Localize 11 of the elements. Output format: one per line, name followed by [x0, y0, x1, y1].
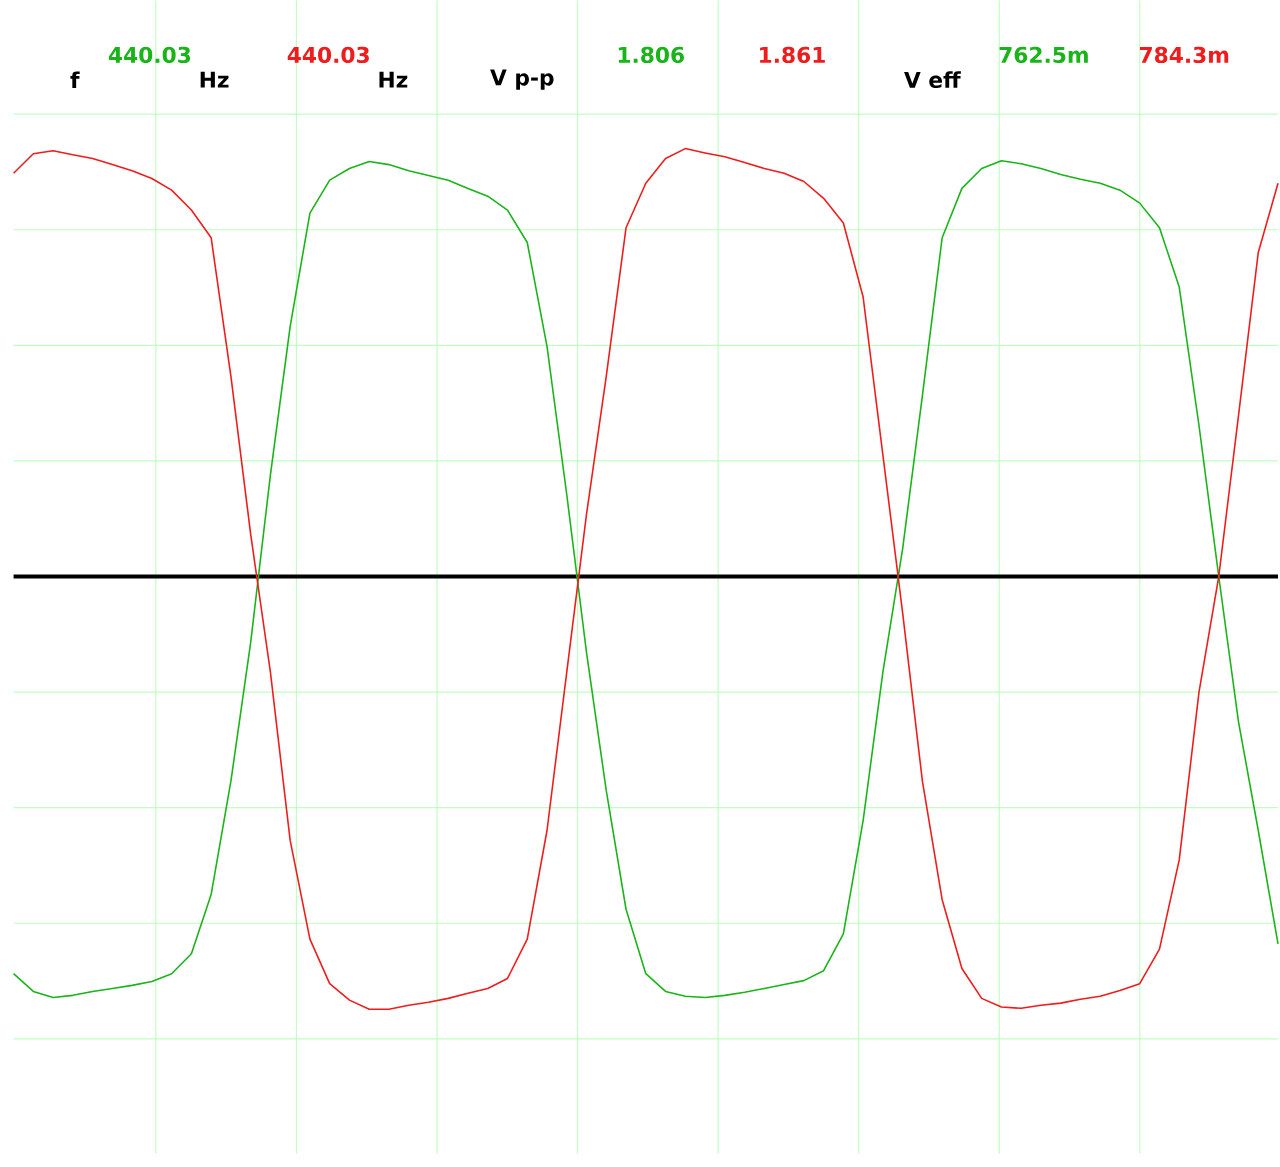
text: 440.03: [108, 46, 191, 64]
text: f: [70, 71, 80, 88]
text: 1.806: [618, 46, 684, 64]
text: V p-p: [490, 69, 554, 90]
text: Hz: [379, 71, 408, 88]
text: 440.03: [287, 46, 369, 64]
text: 762.5m: [999, 46, 1088, 64]
text: Hz: [200, 71, 229, 88]
text: V eff: [904, 71, 961, 89]
text: 784.3m: [1139, 46, 1229, 64]
text: 1.861: [760, 46, 825, 64]
